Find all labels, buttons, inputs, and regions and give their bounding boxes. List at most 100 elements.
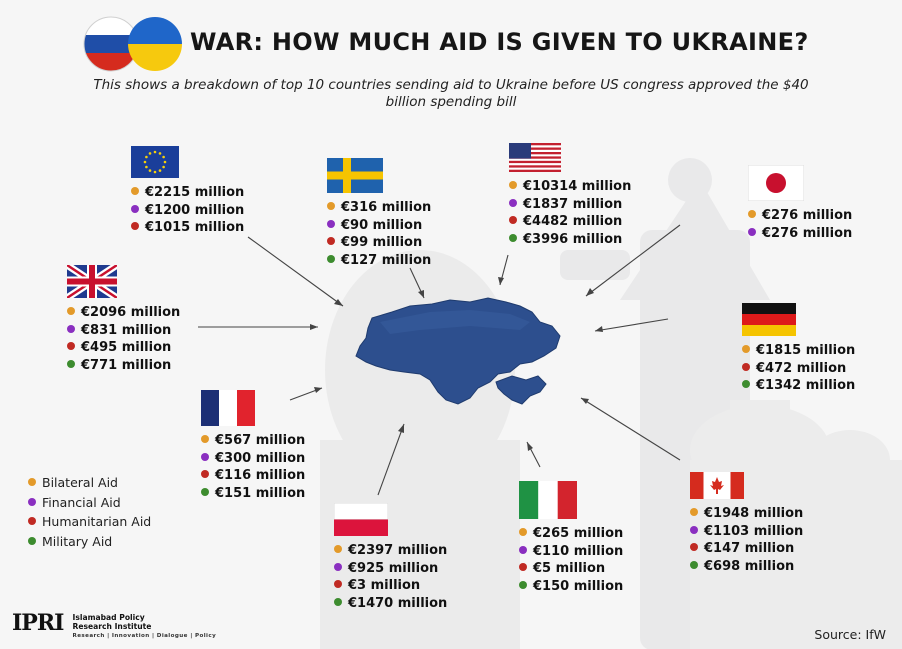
bilateral-dot-icon xyxy=(509,181,517,189)
logo-tagline: Research | Innovation | Dialogue | Polic… xyxy=(72,633,217,639)
aid-amount: €99 million xyxy=(341,235,423,250)
financial-dot-icon xyxy=(131,204,139,213)
aid-amount: €1342 million xyxy=(756,378,856,393)
aid-row-humanitarian: €472 million xyxy=(742,360,855,378)
japan-flag-icon xyxy=(748,165,804,201)
aid-row-humanitarian: €1015 million xyxy=(131,219,244,237)
aid-row-bilateral: €567 million xyxy=(201,432,305,450)
aid-row-bilateral: €2096 million xyxy=(67,304,180,322)
aid-row-financial: €276 million xyxy=(748,225,852,243)
aid-row-bilateral: €2397 million xyxy=(334,542,447,560)
aid-amount: €151 million xyxy=(215,485,306,501)
humanitarian-dot-icon xyxy=(327,237,335,245)
aid-amount: €495 million xyxy=(81,340,172,355)
aid-amount: €3 million xyxy=(348,578,421,593)
aid-amount: €316 million xyxy=(341,200,432,215)
page-title: WAR: HOW MUCH AID IS GIVEN TO UKRAINE? xyxy=(190,28,809,56)
aid-row-bilateral: €276 million xyxy=(748,207,852,225)
aid-amount: €567 million xyxy=(215,433,306,448)
aid-amount: €925 million xyxy=(348,560,439,576)
military-dot-icon xyxy=(519,580,527,589)
aid-amount: €1103 million xyxy=(704,523,804,539)
aid-amount: €3996 million xyxy=(523,231,623,247)
humanitarian-dot-icon xyxy=(519,563,527,571)
aid-row-humanitarian: €4482 million xyxy=(509,213,631,231)
aid-row-financial: €1200 million xyxy=(131,202,244,220)
military-dot-icon xyxy=(201,487,209,496)
country-block-eu: €2215 million €1200 million €1015 million xyxy=(131,146,244,237)
country-block-italy: €265 million €110 million €5 million €150 m… xyxy=(519,481,623,595)
aid-row-financial: €1837 million xyxy=(509,196,631,214)
aid-amount: €150 million xyxy=(533,578,624,594)
legend-label: Bilateral Aid xyxy=(42,475,118,490)
france-flag-icon xyxy=(201,390,255,426)
aid-amount: €2096 million xyxy=(81,305,181,320)
aid-row-humanitarian: €99 million xyxy=(327,234,431,252)
aid-amount: €831 million xyxy=(81,322,172,338)
uk-flag-icon xyxy=(67,265,117,298)
aid-amount: €276 million xyxy=(762,208,853,223)
aid-row-bilateral: €1948 million xyxy=(690,505,803,523)
germany-flag-icon xyxy=(742,303,796,336)
aid-amount: €10314 million xyxy=(523,179,632,194)
country-block-japan: €276 million €276 million xyxy=(748,165,852,242)
bilateral-dot-icon xyxy=(690,508,698,516)
aid-row-financial: €831 million xyxy=(67,322,180,340)
humanitarian-dot-icon xyxy=(690,543,698,551)
aid-amount: €1948 million xyxy=(704,506,804,521)
humanitarian-dot-icon xyxy=(201,470,209,478)
military-dot-icon xyxy=(28,536,36,545)
legend-label: Military Aid xyxy=(42,533,113,549)
italy-flag-icon xyxy=(519,481,577,519)
aid-row-military: €127 million xyxy=(327,252,431,270)
aid-row-bilateral: €265 million xyxy=(519,525,623,543)
bilateral-dot-icon xyxy=(519,528,527,536)
country-block-poland: €2397 million €925 million €3 million €1470… xyxy=(334,503,447,612)
legend: Bilateral Aid Financial Aid Humanitarian A… xyxy=(28,473,151,551)
military-dot-icon xyxy=(334,597,342,606)
military-dot-icon xyxy=(67,359,75,368)
legend-label: Humanitarian Aid xyxy=(42,514,152,529)
aid-amount: €276 million xyxy=(762,225,853,241)
country-block-sweden: €316 million €90 million €99 million €127 m… xyxy=(327,158,431,269)
aid-row-financial: €300 million xyxy=(201,450,305,468)
aid-row-bilateral: €1815 million xyxy=(742,342,855,360)
aid-amount: €110 million xyxy=(533,543,624,559)
bilateral-dot-icon xyxy=(327,202,335,210)
logo-mark: IPRI xyxy=(12,610,64,636)
arrow-de xyxy=(594,318,669,332)
ipri-logo: IPRI Islamabad Policy Research Institute… xyxy=(12,610,216,641)
aid-amount: €1470 million xyxy=(348,595,448,611)
aid-row-humanitarian: €116 million xyxy=(201,467,305,485)
aid-row-humanitarian: €147 million xyxy=(690,540,803,558)
eu-flag-icon xyxy=(131,146,179,178)
russia-round-flag xyxy=(83,16,139,72)
poland-flag-icon xyxy=(334,503,388,536)
bilateral-dot-icon xyxy=(67,307,75,315)
aid-amount: €116 million xyxy=(215,468,306,483)
aid-row-humanitarian: €3 million xyxy=(334,577,447,595)
aid-amount: €771 million xyxy=(81,357,172,373)
aid-row-bilateral: €316 million xyxy=(327,199,431,217)
humanitarian-dot-icon xyxy=(742,362,750,371)
page-subtitle: This shows a breakdown of top 10 countri… xyxy=(93,77,809,110)
bilateral-dot-icon xyxy=(131,187,139,195)
aid-amount: €1815 million xyxy=(756,343,856,358)
ukraine-map xyxy=(355,297,561,405)
aid-amount: €127 million xyxy=(341,252,432,268)
financial-dot-icon xyxy=(334,562,342,571)
aid-amount: €90 million xyxy=(341,217,423,233)
aid-row-military: €698 million xyxy=(690,558,803,576)
aid-row-humanitarian: €495 million xyxy=(67,339,180,357)
ukraine-round-flag xyxy=(128,17,182,71)
military-dot-icon xyxy=(509,233,517,242)
aid-row-financial: €925 million xyxy=(334,560,447,578)
financial-dot-icon xyxy=(748,227,756,236)
humanitarian-dot-icon xyxy=(67,342,75,350)
country-block-france: €567 million €300 million €116 million €151… xyxy=(201,390,305,502)
financial-dot-icon xyxy=(201,452,209,461)
arrow-eu xyxy=(247,236,344,307)
military-dot-icon xyxy=(327,254,335,263)
arrow-pl xyxy=(377,423,405,496)
humanitarian-dot-icon xyxy=(28,517,36,525)
